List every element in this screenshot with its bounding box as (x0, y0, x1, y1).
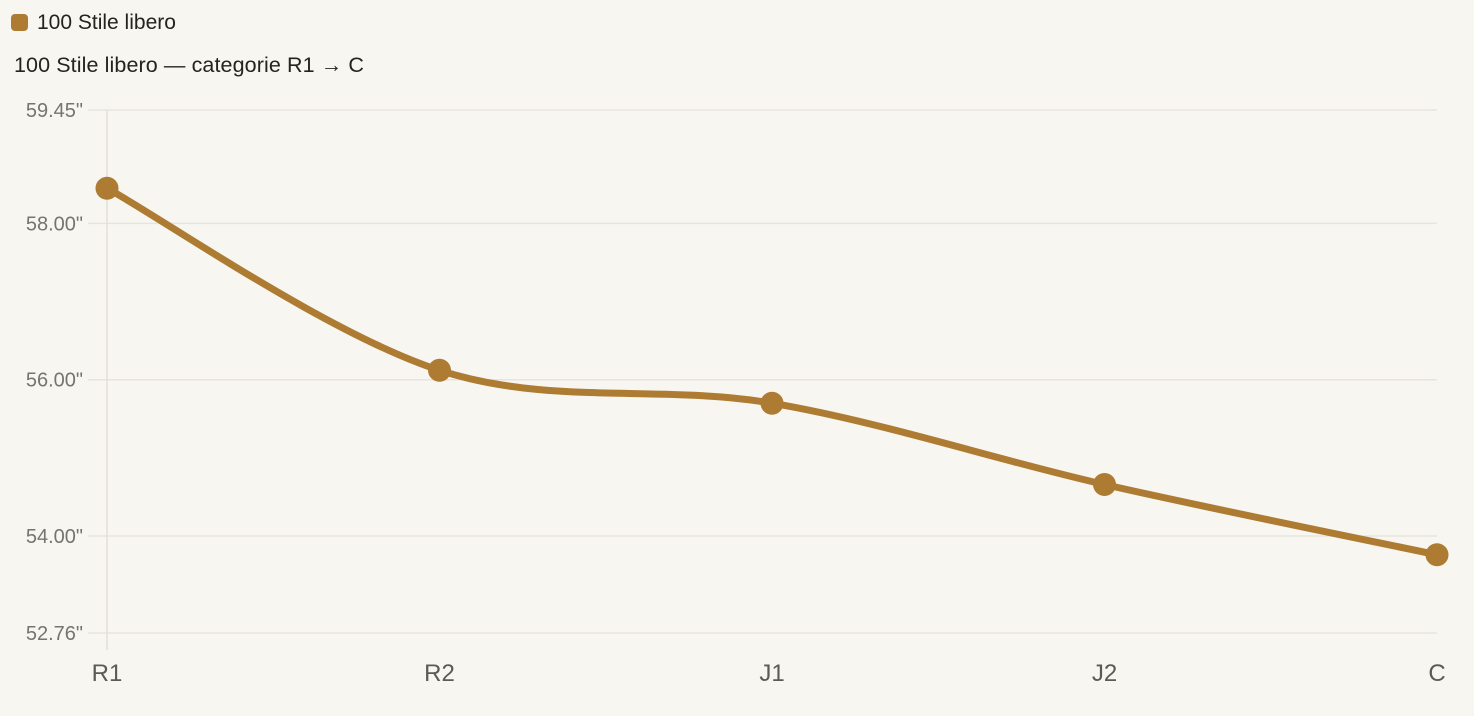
data-point[interactable] (428, 358, 451, 382)
legend-item[interactable]: 100 Stile libero (11, 12, 176, 33)
x-tick-label: J2 (1092, 660, 1117, 687)
x-tick-label: J1 (759, 660, 784, 687)
y-tick-label: 59.45" (26, 100, 83, 122)
legend-swatch (11, 14, 28, 31)
x-tick-label: R1 (92, 660, 123, 687)
x-tick-label: R2 (424, 660, 455, 687)
data-point[interactable] (1093, 473, 1116, 496)
data-point[interactable] (1425, 543, 1449, 567)
series-line (103, 184, 1441, 559)
chart-title: 100 Stile libero — categorie R1 → C (14, 53, 365, 77)
data-point[interactable] (95, 176, 119, 200)
y-tick-label: 56.00" (26, 370, 83, 392)
x-tick-label: C (1428, 660, 1445, 687)
legend-label: 100 Stile libero (37, 11, 176, 34)
y-tick-label: 54.00" (26, 526, 83, 548)
data-point[interactable] (760, 391, 784, 415)
y-tick-label: 58.00" (26, 213, 83, 235)
y-tick-label: 52.76" (26, 623, 83, 645)
